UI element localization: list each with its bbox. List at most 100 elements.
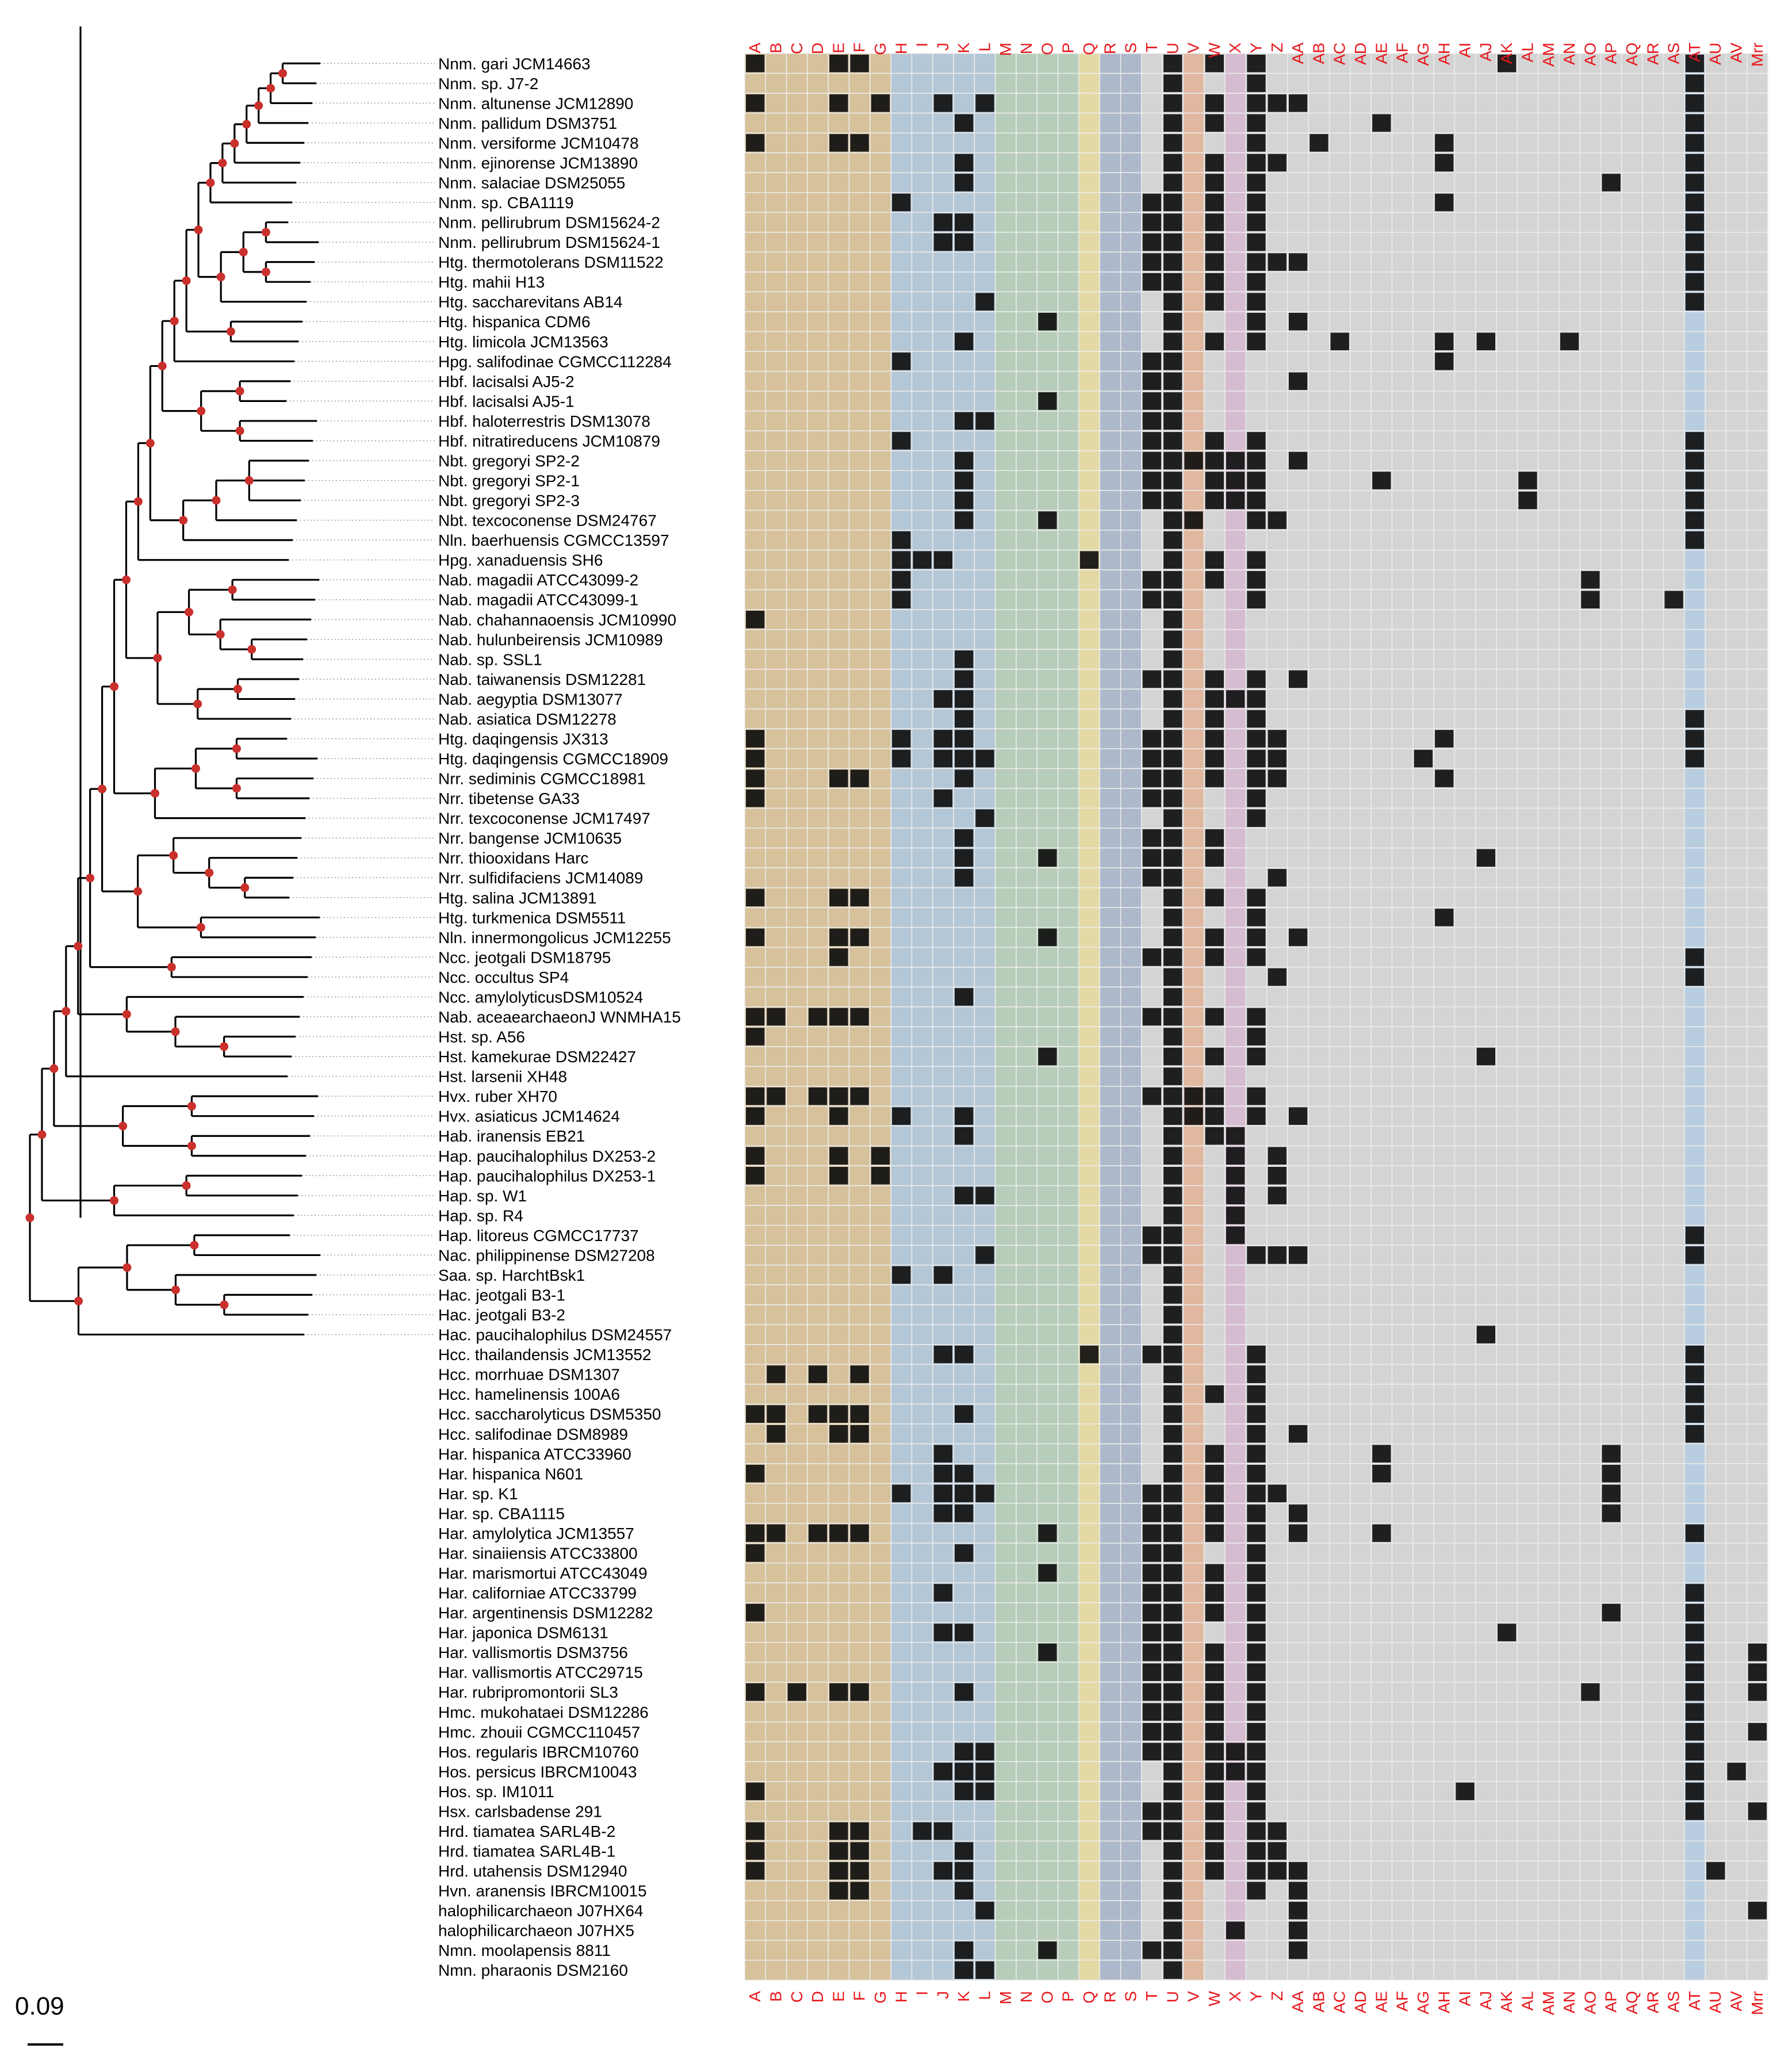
cell-5-U bbox=[1163, 154, 1182, 172]
tree-node-31 bbox=[230, 139, 239, 148]
cell-26-Y bbox=[1247, 570, 1266, 589]
cell-21-AT bbox=[1685, 472, 1705, 489]
row-label-46: Ncc. occultus SP4 bbox=[438, 968, 569, 986]
cell-71-Y bbox=[1247, 1465, 1266, 1483]
row-label-68: Hcc. saccharolyticus DSM5350 bbox=[438, 1406, 661, 1423]
row-label-69: Hcc. salifodinae DSM8989 bbox=[438, 1425, 628, 1443]
tree-node-93 bbox=[247, 645, 256, 654]
cell-82-F bbox=[850, 1683, 869, 1701]
cell-62-U bbox=[1163, 1286, 1182, 1304]
cell-9-T bbox=[1142, 233, 1162, 251]
row-label-85: Hos. regularis IBRCM10760 bbox=[438, 1743, 639, 1761]
cell-10-U bbox=[1163, 253, 1182, 271]
cell-8-T bbox=[1142, 213, 1162, 231]
cell-74-A bbox=[746, 1524, 765, 1542]
cell-96-K bbox=[955, 1961, 974, 1979]
row-label-53: Hvx. asiaticus JCM14624 bbox=[438, 1108, 620, 1125]
cell-7-AH bbox=[1435, 193, 1454, 212]
cell-6-K bbox=[955, 174, 974, 192]
col-label-bottom-AO: AO bbox=[1581, 1991, 1599, 2014]
tree-node-81 bbox=[133, 497, 143, 506]
col-label-top-J: J bbox=[934, 43, 952, 51]
cell-21-X bbox=[1226, 472, 1245, 489]
cell-5-AT bbox=[1685, 154, 1705, 172]
cell-75-K bbox=[955, 1544, 974, 1562]
column-band-H-L bbox=[891, 53, 995, 1980]
cell-89-Y bbox=[1247, 1822, 1266, 1840]
cell-23-AT bbox=[1685, 511, 1705, 529]
tree-node-46 bbox=[239, 247, 248, 256]
cell-69-AA bbox=[1288, 1425, 1308, 1443]
cell-86-Y bbox=[1247, 1763, 1266, 1781]
col-label-top-G: G bbox=[871, 43, 889, 55]
col-label-top-Q: Q bbox=[1080, 43, 1098, 55]
col-label-top-M: M bbox=[997, 43, 1014, 56]
col-label-bottom-AF: AF bbox=[1393, 1991, 1411, 2012]
row-label-77: Har. californiae ATCC33799 bbox=[438, 1584, 637, 1602]
cell-84-Mrr bbox=[1748, 1723, 1767, 1741]
tree-node-87 bbox=[228, 585, 237, 594]
cell-72-H bbox=[892, 1484, 911, 1503]
col-label-top-AO: AO bbox=[1581, 43, 1599, 66]
cell-32-K bbox=[955, 690, 974, 708]
row-label-75: Har. sinaiiensis ATCC33800 bbox=[438, 1544, 638, 1562]
col-label-top-B: B bbox=[767, 43, 784, 53]
cell-5-Z bbox=[1268, 154, 1286, 172]
cell-76-Y bbox=[1247, 1564, 1266, 1582]
cell-19-W bbox=[1205, 432, 1224, 450]
cell-82-K bbox=[955, 1683, 974, 1701]
cell-91-E bbox=[829, 1862, 848, 1880]
cell-37-T bbox=[1142, 789, 1162, 807]
cell-90-F bbox=[850, 1842, 869, 1860]
cell-36-A bbox=[746, 769, 765, 787]
row-label-73: Har. sp. CBA1115 bbox=[438, 1504, 565, 1522]
cell-53-AA bbox=[1288, 1107, 1308, 1125]
cell-19-T bbox=[1142, 432, 1162, 450]
cell-91-Y bbox=[1247, 1862, 1266, 1880]
cell-48-F bbox=[850, 1008, 869, 1026]
cell-48-U bbox=[1163, 1008, 1182, 1026]
row-label-36: Nrr. sediminis CGMCC18981 bbox=[438, 770, 646, 788]
tree-node-35 bbox=[206, 178, 215, 187]
cell-77-J bbox=[933, 1584, 953, 1602]
cell-77-U bbox=[1163, 1584, 1182, 1602]
cell-83-Y bbox=[1247, 1703, 1266, 1721]
cell-34-K bbox=[955, 730, 974, 748]
col-label-top-L: L bbox=[976, 43, 994, 52]
cell-11-Y bbox=[1247, 273, 1266, 291]
cell-22-U bbox=[1163, 491, 1182, 510]
col-label-top-AL: AL bbox=[1518, 43, 1536, 62]
cell-88-U bbox=[1163, 1802, 1182, 1820]
cell-86-W bbox=[1205, 1763, 1224, 1781]
row-label-32: Nab. aegyptia DSM13077 bbox=[438, 690, 623, 708]
cell-10-W bbox=[1205, 253, 1224, 271]
cell-52-A bbox=[746, 1087, 765, 1105]
cell-80-O bbox=[1038, 1643, 1057, 1661]
cell-44-AA bbox=[1288, 928, 1308, 947]
col-label-bottom-AA: AA bbox=[1289, 1991, 1307, 2013]
cell-94-X bbox=[1226, 1921, 1245, 1939]
cell-44-E bbox=[829, 928, 848, 947]
col-label-bottom-A: A bbox=[746, 1991, 764, 2002]
cell-56-G bbox=[871, 1167, 890, 1185]
cell-27-H bbox=[892, 591, 911, 609]
tree-node-79 bbox=[145, 439, 155, 448]
cell-55-G bbox=[871, 1147, 890, 1165]
cell-9-U bbox=[1163, 233, 1182, 251]
cell-73-U bbox=[1163, 1504, 1182, 1522]
cell-72-T bbox=[1142, 1484, 1162, 1503]
col-label-bottom-U: U bbox=[1163, 1991, 1181, 2002]
cell-19-AT bbox=[1685, 432, 1705, 450]
row-label-57: Hap. sp. W1 bbox=[438, 1187, 527, 1205]
cell-42-U bbox=[1163, 889, 1182, 907]
cell-0-E bbox=[829, 55, 848, 72]
cell-55-A bbox=[746, 1147, 765, 1165]
col-label-bottom-AB: AB bbox=[1309, 1991, 1327, 2012]
row-label-41: Nrr. sulfidifaciens JCM14089 bbox=[438, 869, 643, 887]
cell-70-Y bbox=[1247, 1445, 1266, 1463]
tree-node-171 bbox=[110, 1196, 119, 1205]
cell-40-K bbox=[955, 849, 974, 867]
cell-56-Z bbox=[1268, 1167, 1286, 1185]
cell-36-T bbox=[1142, 769, 1162, 787]
cell-15-T bbox=[1142, 353, 1162, 370]
